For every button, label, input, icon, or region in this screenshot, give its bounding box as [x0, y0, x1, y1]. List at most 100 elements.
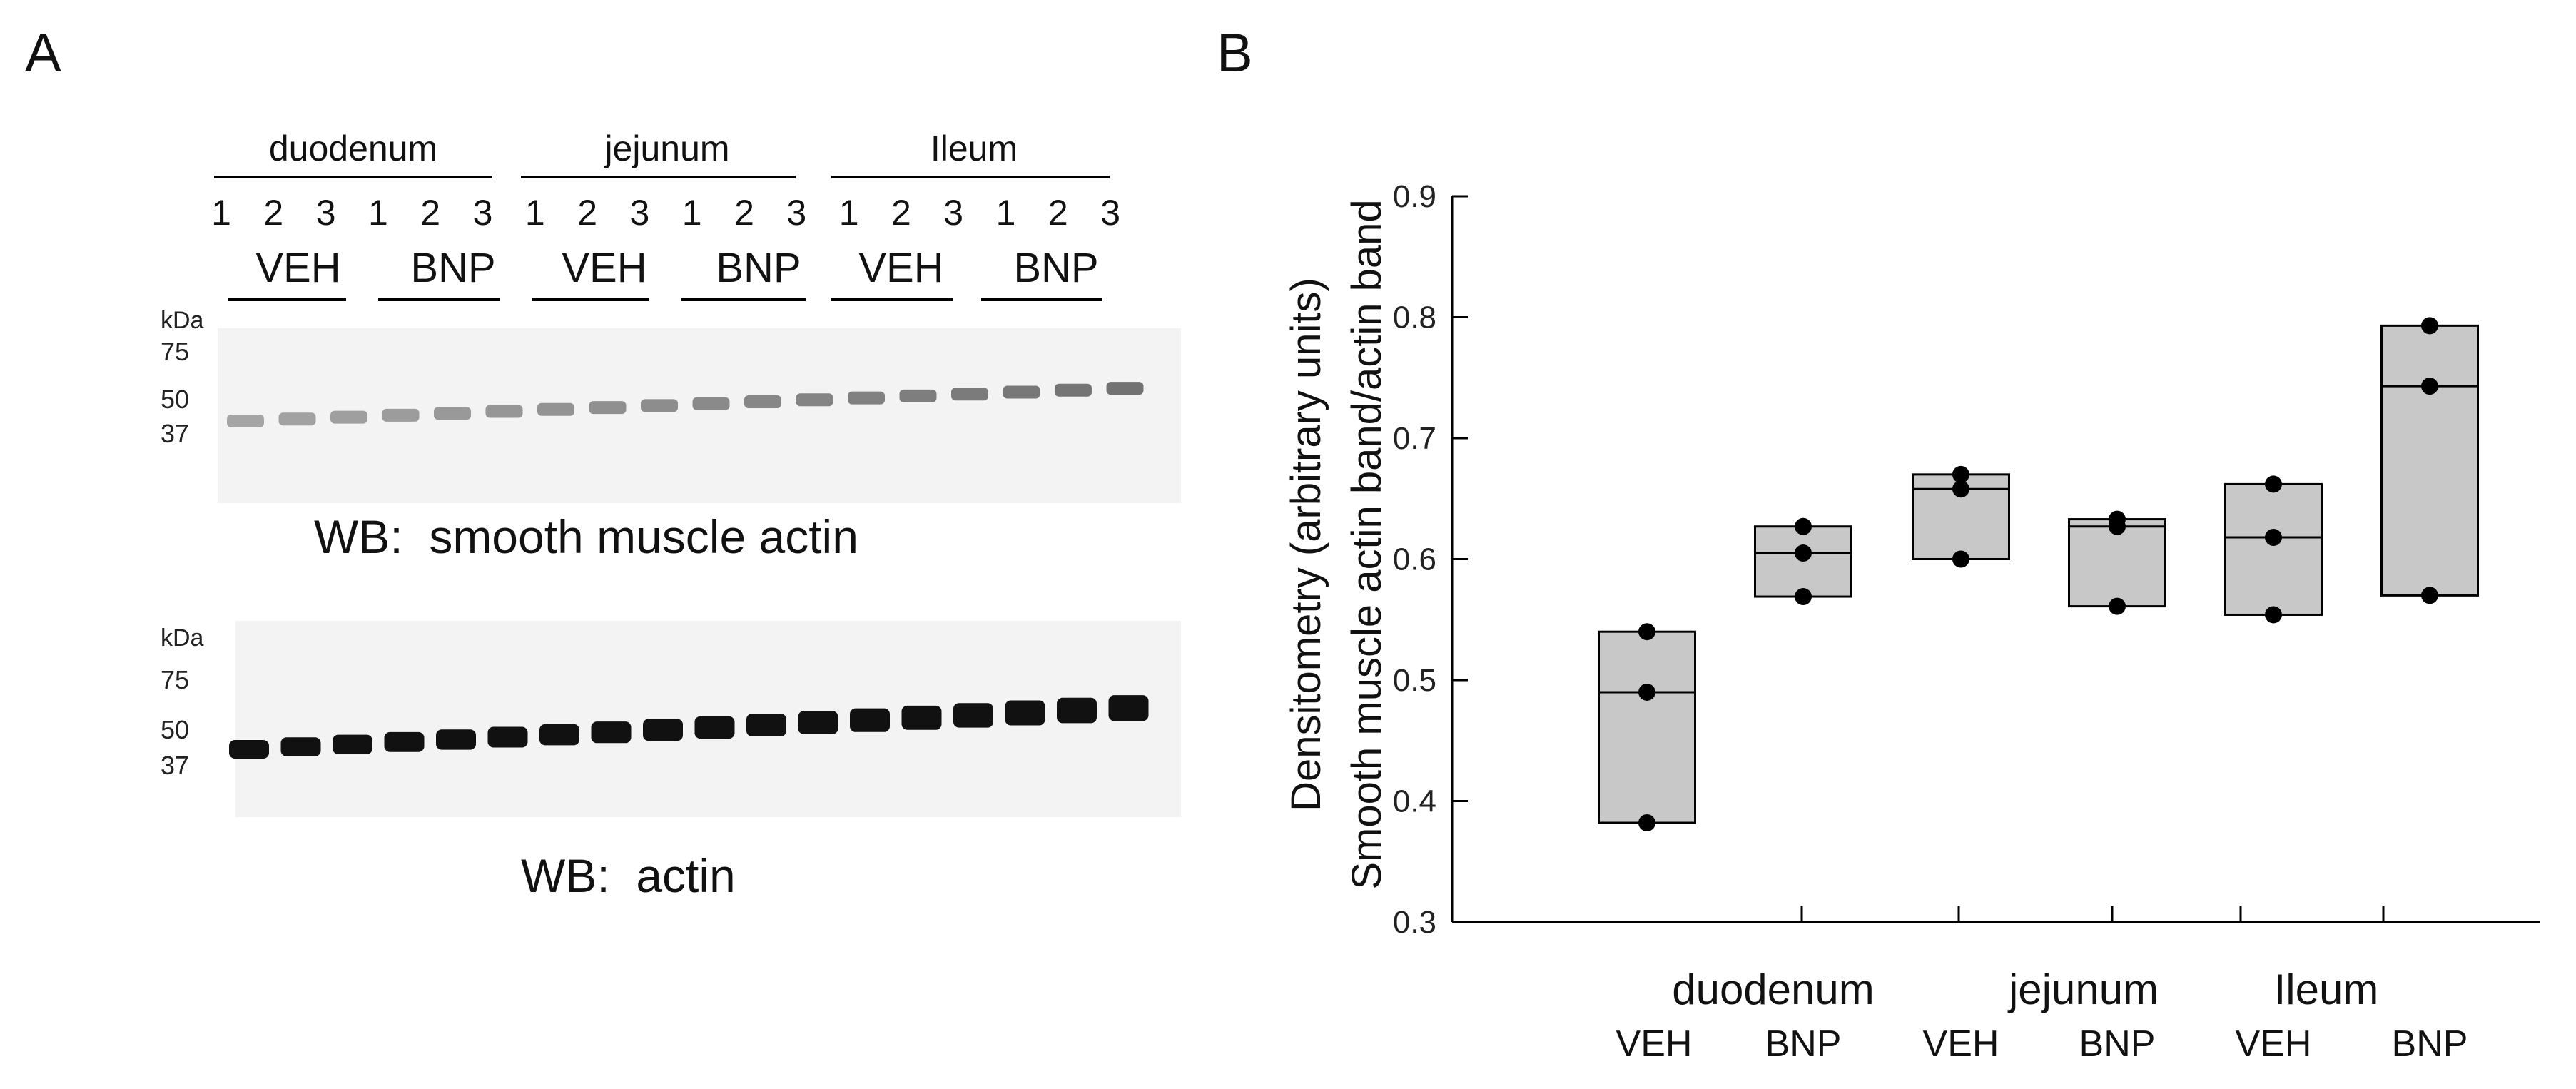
x-category-label: BNP	[1765, 1023, 1842, 1065]
blot-band	[278, 412, 316, 426]
blot-band	[798, 711, 838, 734]
blot-band	[951, 388, 988, 401]
blot-band	[227, 415, 264, 427]
blot-top-caption: WB: smooth muscle actin	[314, 510, 858, 563]
blot-band	[1108, 695, 1149, 721]
blot-band	[589, 401, 627, 415]
y-tick-label: 0.6	[1393, 542, 1436, 577]
blot-band	[746, 714, 786, 736]
panel-b: B Densitometry (arbitrary units) Smooth …	[1217, 23, 2540, 1065]
y-tick-label: 0.7	[1393, 421, 1436, 456]
tissue-label-ileum: Ileum	[930, 128, 1018, 168]
panel-b-label: B	[1217, 23, 1253, 83]
lane-number: 1	[996, 193, 1016, 233]
blot-bottom-marker-50: 50	[161, 715, 189, 744]
blot-band	[692, 397, 730, 410]
blot-band	[539, 724, 579, 746]
data-point	[1638, 683, 1655, 701]
lane-number: 1	[682, 193, 702, 233]
blot-band	[796, 393, 833, 407]
blot-band	[850, 708, 890, 732]
lane-number: 2	[420, 193, 440, 233]
blot-bottom-marker-37: 37	[161, 751, 189, 780]
x-tissue-label-ileum: Ileum	[2274, 966, 2379, 1013]
treatment-label: BNP	[716, 245, 801, 291]
x-category-label: BNP	[2392, 1023, 2468, 1065]
data-point	[2109, 517, 2126, 535]
y-tick-label: 0.9	[1393, 179, 1436, 214]
blot-band	[1055, 383, 1092, 397]
x-tissue-label-duodenum: duodenum	[1672, 966, 1875, 1013]
blot-top-marker-37: 37	[161, 419, 189, 448]
y-tick-label: 0.4	[1393, 784, 1436, 819]
blot-top-membrane	[218, 328, 1181, 503]
blot-top-kda-label: kDa	[161, 307, 204, 334]
data-point	[1795, 544, 1812, 562]
blot-bottom-marker-75: 75	[161, 665, 189, 694]
data-point	[2421, 378, 2438, 395]
blot-band	[330, 410, 367, 424]
blot-band	[643, 719, 683, 741]
data-point	[1638, 623, 1655, 641]
treatment-label: VEH	[562, 245, 646, 291]
blot-band	[953, 703, 993, 728]
blot-band	[434, 407, 471, 420]
lane-number: 2	[734, 193, 754, 233]
blot-band	[744, 395, 781, 408]
y-tick-label: 0.5	[1393, 663, 1436, 698]
lane-number: 2	[577, 193, 597, 233]
data-point	[1795, 517, 1812, 535]
blot-band	[487, 726, 528, 748]
blot-band	[485, 405, 523, 418]
lane-number: 1	[525, 193, 545, 233]
x-tissue-label-jejunum: jejunum	[2007, 966, 2159, 1013]
blot-top-marker-50: 50	[161, 385, 189, 414]
lane-number: 3	[786, 193, 806, 233]
blot-band	[641, 399, 678, 412]
blot-actin: kDa 75 50 37 WB: actin	[161, 621, 1181, 902]
data-point	[1952, 550, 1969, 568]
blot-band	[280, 737, 321, 756]
data-point	[2421, 587, 2438, 604]
lane-number: 2	[1048, 193, 1068, 233]
blot-band	[382, 408, 420, 422]
blot-band	[384, 731, 425, 752]
x-category-label: VEH	[2236, 1023, 2312, 1065]
y-tick-label: 0.3	[1393, 905, 1436, 940]
blot-bottom-caption: WB: actin	[521, 849, 736, 902]
blot-band	[436, 729, 476, 750]
blot-band	[694, 716, 735, 739]
lane-number: 3	[473, 193, 493, 233]
lane-number: 3	[629, 193, 649, 233]
blot-band	[333, 734, 372, 754]
y-axis-label-line2: Smooth muscle actin band/actin band	[1344, 199, 1390, 889]
treatment-label: VEH	[255, 245, 340, 291]
lane-number: 1	[368, 193, 388, 233]
box	[2224, 482, 2323, 616]
data-point	[2265, 606, 2282, 624]
lane-number: 3	[943, 193, 963, 233]
data-point	[1638, 814, 1655, 832]
data-point	[2109, 597, 2126, 615]
blot-band	[1106, 382, 1144, 395]
blot-bottom-bands	[229, 695, 1149, 759]
blot-band	[1005, 700, 1045, 726]
x-category-labels: VEH BNP VEH BNP VEH BNP	[1616, 1023, 2468, 1065]
box	[1598, 630, 1696, 824]
data-point	[2421, 317, 2438, 335]
data-point	[1952, 465, 1969, 483]
blot-top-bands	[227, 382, 1144, 427]
blot-bottom-kda-label: kDa	[161, 624, 204, 652]
lane-number: 3	[316, 193, 336, 233]
x-category-label: VEH	[1923, 1023, 1999, 1065]
tissue-label-duodenum: duodenum	[269, 128, 437, 168]
lane-number: 3	[1100, 193, 1120, 233]
blot-band	[848, 391, 885, 405]
lane-number: 2	[263, 193, 283, 233]
x-category-label: BNP	[2079, 1023, 2156, 1065]
data-point	[1952, 480, 1969, 498]
tissue-label-jejunum: jejunum	[603, 128, 729, 168]
box	[2380, 324, 2479, 597]
